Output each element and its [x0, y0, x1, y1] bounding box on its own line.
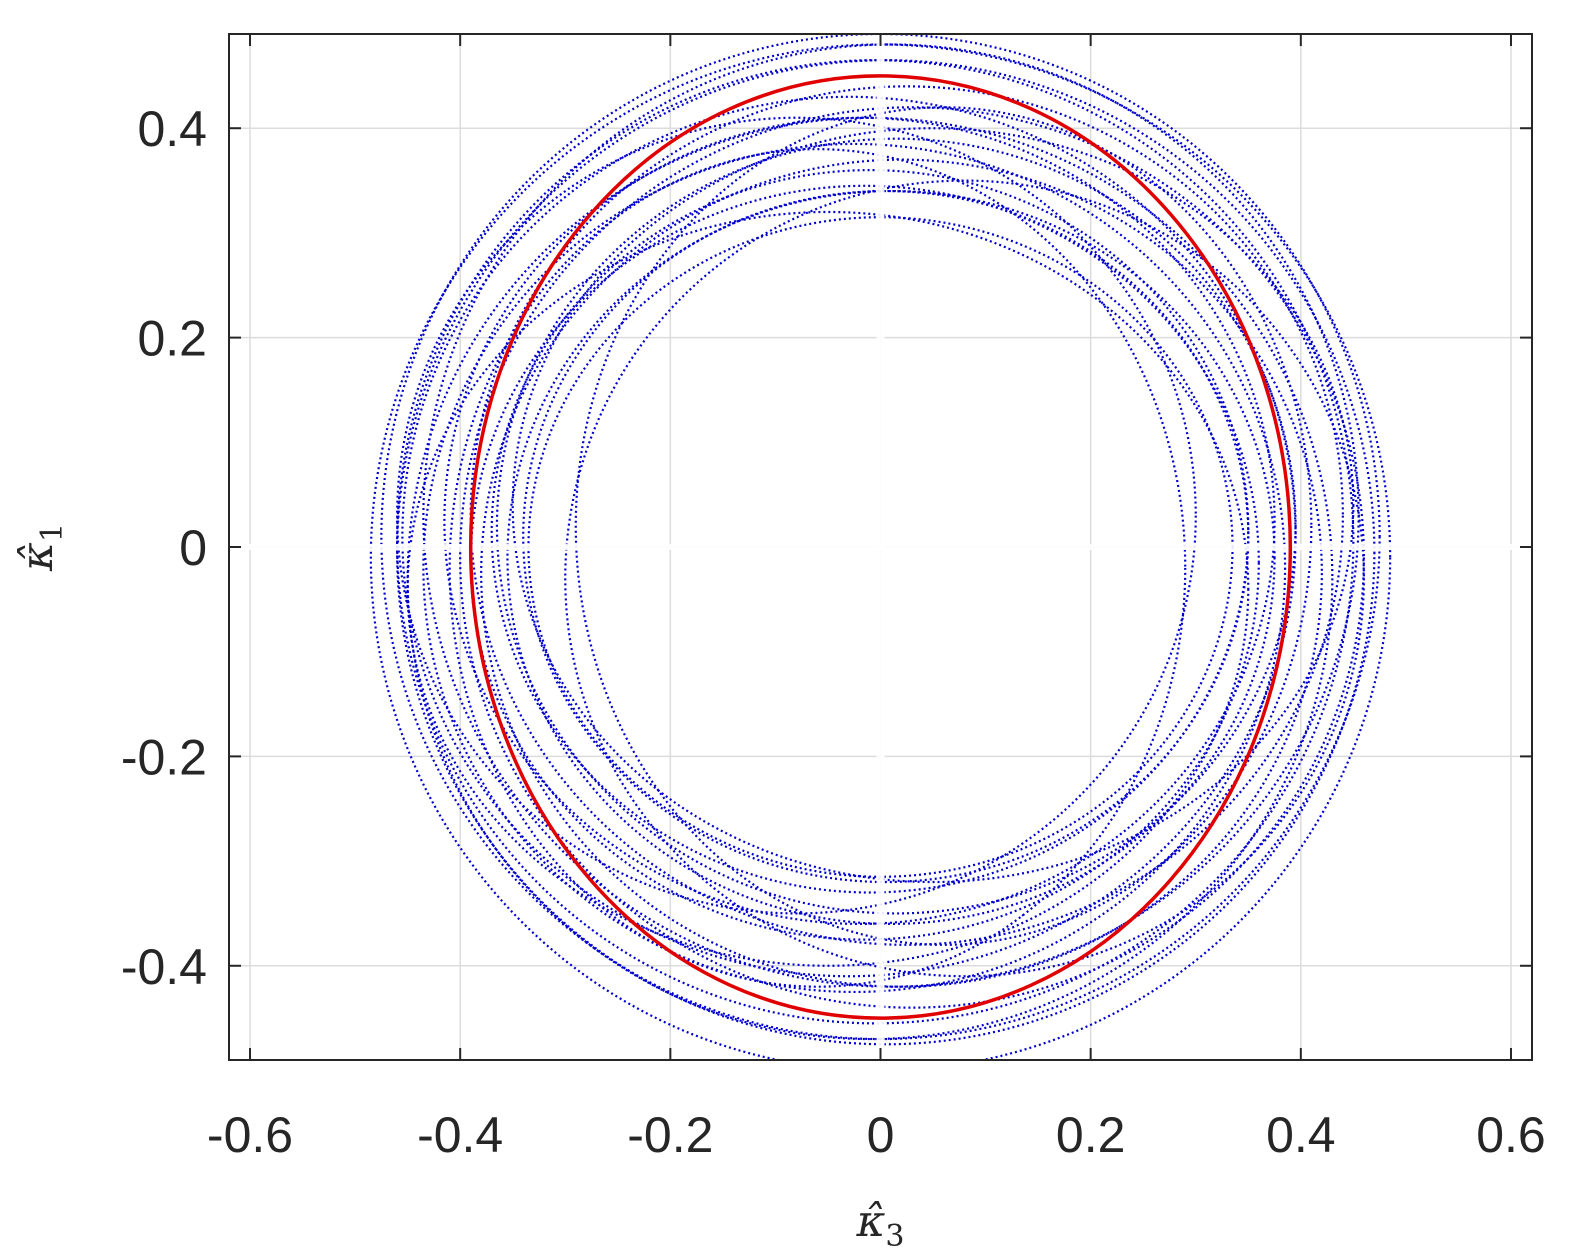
trajectory-curve [506, 189, 1276, 925]
trajectory-curve [480, 158, 1323, 988]
trajectory-curve [396, 116, 1197, 915]
y-tick-label: 0 [179, 520, 207, 576]
y-tick-label: 0.4 [137, 101, 207, 157]
y-tick-label: -0.4 [121, 939, 207, 995]
trajectory-curve [396, 59, 1355, 1025]
x-tick-label: -0.2 [627, 1107, 713, 1163]
trajectory-curve [469, 85, 1344, 946]
reference-curve [468, 74, 1293, 1020]
trajectory-curve [495, 137, 1297, 915]
trajectory-curve [406, 210, 1250, 967]
trajectory-curve [490, 169, 1250, 894]
plot-area [229, 34, 1532, 1060]
trajectory-curve [443, 116, 1276, 925]
x-tick-label: 0.4 [1266, 1107, 1336, 1163]
x-tick-label: 0.6 [1476, 1107, 1546, 1163]
trajectory-curve [459, 106, 1365, 1009]
y-axis-label: κ̂1 [12, 523, 70, 572]
trajectory-curve [522, 189, 1250, 884]
trajectory-curve [401, 95, 1297, 978]
x-axis-label: κ̂3 [856, 1196, 905, 1254]
y-tick-label: 0.2 [137, 311, 207, 367]
trajectory-series [229, 34, 1532, 1060]
x-tick-label: 0.2 [1056, 1107, 1126, 1163]
tick-labels: -0.6 -0.4 -0.2 0 0.2 0.4 0.6 -0.4 -0.2 0 0.2 0.4 [121, 101, 1546, 1163]
ticks [229, 34, 1532, 1060]
trajectory-curve [511, 127, 1355, 884]
x-tick-label: -0.6 [207, 1107, 293, 1163]
trajectory-curve [564, 179, 1365, 978]
trajectory-curve [406, 116, 1334, 1041]
trajectory-curve [422, 142, 1287, 994]
x-tick-label: 0 [867, 1107, 895, 1163]
trajectory-curve [369, 43, 1392, 1060]
trajectory-curve [448, 148, 1187, 988]
trajectory-curve [396, 59, 1376, 1046]
y-tick-label: -0.2 [121, 729, 207, 785]
reference-series [468, 74, 1293, 1020]
trajectory-curve [574, 106, 1313, 946]
x-tick-label: -0.4 [417, 1107, 503, 1163]
axis-gap-horizontal [229, 544, 1532, 550]
